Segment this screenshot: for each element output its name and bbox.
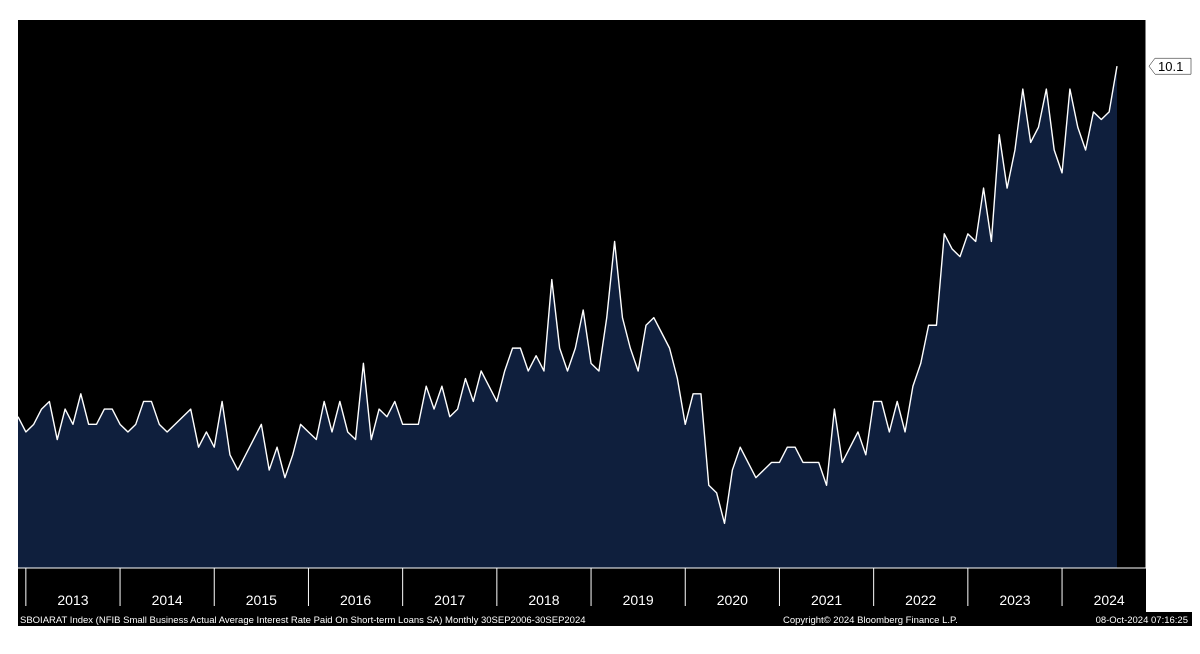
footer-background <box>18 612 1192 626</box>
x-tick-label: 2016 <box>340 592 371 608</box>
y-tick-label: 8.0 <box>1156 219 1174 234</box>
x-tick-label: 2022 <box>905 592 936 608</box>
x-tick-label: 2023 <box>999 592 1030 608</box>
y-tick-label: 4.0 <box>1156 524 1174 539</box>
y-tick-label: 7.0 <box>1156 295 1174 310</box>
y-tick-label: 9.0 <box>1156 143 1174 158</box>
x-tick-label: 2018 <box>528 592 559 608</box>
last-value-marker: 10.1 <box>1148 57 1192 75</box>
last-value-label: 10.1 <box>1158 59 1183 74</box>
x-axis: 2013 2014 2015 2016 2017 2018 2019 2020 2021 2022… <box>18 567 1146 608</box>
footer-timestamp: 08-Oct-2024 07:16:25 <box>1096 615 1188 626</box>
x-tick-label: 2013 <box>57 592 88 608</box>
footer-source: SBOIARAT Index (NFIB Small Business Actu… <box>20 615 586 626</box>
footer-copyright: Copyright© 2024 Bloomberg Finance L.P. <box>783 615 958 626</box>
series-line <box>17 66 1118 525</box>
x-tick-label: 2017 <box>434 592 465 608</box>
y-tick-label: 5.0 <box>1156 448 1174 463</box>
x-tick-label: 2015 <box>246 592 277 608</box>
area-fill <box>18 66 1117 569</box>
x-tick-label: 2024 <box>1094 592 1125 608</box>
axis-band-background <box>18 568 1146 612</box>
last-value-label-box <box>1148 57 1192 75</box>
x-tick-label: 2020 <box>717 592 748 608</box>
x-tick-label: 2021 <box>811 592 842 608</box>
x-tick-label: 2014 <box>152 592 183 608</box>
y-tick-label: 6.0 <box>1156 372 1174 387</box>
x-tick-label: 2019 <box>623 592 654 608</box>
area-series <box>17 66 1118 569</box>
y-axis: 4.05.06.07.08.09.010.0 <box>1145 20 1181 568</box>
